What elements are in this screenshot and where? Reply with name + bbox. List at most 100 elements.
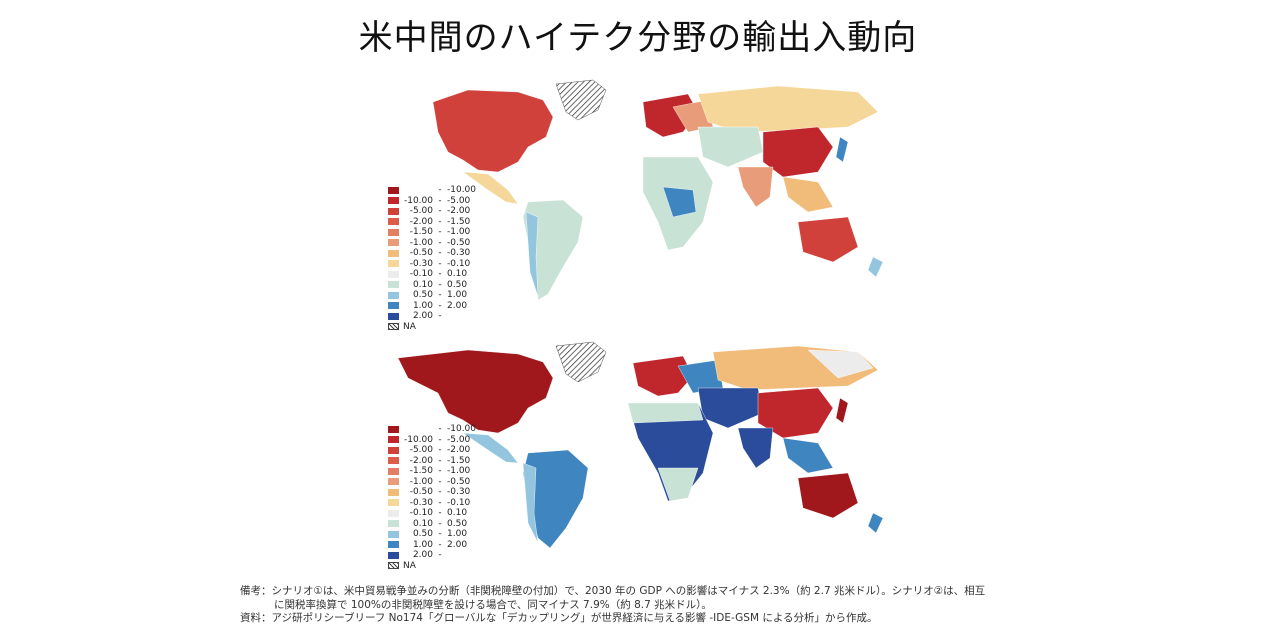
legend-swatch	[388, 520, 399, 528]
region-north-africa	[627, 402, 704, 424]
legend-dash: -	[438, 445, 442, 455]
legend-low: 0.50	[412, 290, 433, 300]
legend-row: -0.50- -0.30	[388, 248, 481, 259]
legend-dash: -	[438, 487, 442, 497]
legend-swatch	[388, 186, 399, 194]
legend-high: 0.50	[447, 518, 468, 529]
legend-low: -10.00	[403, 195, 433, 206]
legend-dash: -	[438, 508, 442, 518]
legend-low: 1.00	[412, 300, 433, 311]
region-japan	[835, 136, 849, 163]
legend-row: 0.50-1.00	[388, 290, 481, 301]
legend-row: -5.00- -2.00	[388, 206, 481, 217]
legend-dash: -	[438, 290, 442, 300]
legend-high: -0.10	[447, 497, 471, 508]
legend-dash: -	[438, 195, 442, 206]
legend-high: -5.00	[447, 195, 471, 206]
region-central-asia	[697, 126, 764, 168]
page-title: 米中間のハイテク分野の輸出入動向	[358, 18, 918, 58]
legend-low: -0.10	[409, 269, 433, 279]
legend-high: -0.50	[447, 476, 471, 487]
legend-low: -0.30	[409, 258, 433, 269]
legend-high: 2.00	[447, 300, 468, 311]
legend-low: 2.00	[412, 550, 433, 560]
legend-high: -1.50	[447, 455, 471, 466]
legend-swatch	[388, 218, 399, 226]
legend-dash: -	[438, 185, 442, 195]
legend-dash: -	[438, 529, 442, 539]
region-russia-east	[807, 349, 874, 379]
legend-row: 0.10-0.50	[388, 280, 481, 291]
legend-low: 0.10	[412, 518, 433, 529]
legend-swatch	[388, 260, 399, 268]
legend-swatch	[388, 446, 399, 454]
legend-swatch	[388, 488, 399, 496]
legend-row: -1.50- -1.00	[388, 227, 481, 238]
legend-dash: -	[438, 258, 442, 269]
notes-block: 備考：シナリオ①は、米中貿易戦争並みの分断（非関税障壁の付加）で、2030 年の…	[240, 585, 1060, 626]
legend-row: -1.50- -1.00	[388, 466, 481, 477]
legend-dash: -	[438, 227, 442, 237]
region-australia	[797, 216, 859, 263]
legend-low: -2.00	[409, 455, 433, 466]
region-greenland	[555, 341, 607, 383]
region-south-america	[522, 199, 584, 301]
legend-swatch	[388, 228, 399, 236]
legend-low: -5.00	[409, 206, 433, 216]
legend-row: 0.10-0.50	[388, 519, 481, 530]
legend-swatch	[388, 436, 399, 444]
legend-dash: -	[438, 434, 442, 445]
legend-row: -1.00- -0.50	[388, 477, 481, 488]
note-source: 資料：アジ研ポリシーブリーフ No174「グローバルな「デカップリング」が世界経…	[240, 612, 878, 624]
legend-low: -1.00	[409, 476, 433, 487]
legend-low: NA	[403, 321, 416, 332]
legend-scenario-2: - -10.00 -10.00- -5.00 -5.00- -2.00 -2.00- -1.5…	[388, 424, 481, 571]
legend-swatch	[388, 562, 399, 570]
legend-low: -2.00	[409, 216, 433, 227]
region-china	[757, 387, 834, 439]
legend-low: -0.10	[409, 508, 433, 518]
region-southeast-asia	[782, 176, 834, 213]
legend-dash: -	[438, 206, 442, 216]
legend-row: NA	[388, 322, 481, 333]
region-new-zealand	[867, 256, 884, 278]
legend-dash: -	[438, 279, 442, 290]
legend-dash: -	[438, 476, 442, 487]
scenario-2-map: - -10.00 -10.00- -5.00 -5.00- -2.00 -2.00- -1.5…	[378, 338, 898, 588]
legend-scenario-1: - -10.00 -10.00- -5.00 -5.00- -2.00 -2.00- -1.5…	[388, 185, 481, 332]
note-remarks-line-1: 備考：シナリオ①は、米中貿易戦争並みの分断（非関税障壁の付加）で、2030 年の…	[240, 585, 986, 597]
region-southeast-asia	[782, 437, 834, 474]
legend-high: -1.00	[447, 227, 471, 237]
region-central-asia	[697, 387, 764, 429]
legend-dash: -	[438, 248, 442, 258]
legend-dash: -	[438, 424, 442, 434]
legend-row: - -10.00	[388, 424, 481, 435]
legend-swatch	[388, 249, 399, 257]
legend-dash: -	[438, 497, 442, 508]
legend-high: -2.00	[447, 445, 471, 455]
legend-low: -1.50	[409, 466, 433, 476]
legend-row: -0.10-0.10	[388, 508, 481, 519]
legend-row: NA	[388, 561, 481, 572]
legend-high: -10.00	[447, 424, 477, 434]
legend-high: 2.00	[447, 539, 468, 550]
region-south-asia	[737, 166, 774, 208]
region-central-america	[462, 432, 519, 464]
legend-swatch	[388, 312, 399, 320]
legend-low: -10.00	[403, 434, 433, 445]
legend-low: -0.50	[409, 487, 433, 497]
legend-swatch	[388, 323, 399, 331]
legend-dash: -	[438, 455, 442, 466]
legend-row: -1.00- -0.50	[388, 238, 481, 249]
legend-row: - -10.00	[388, 185, 481, 196]
legend-swatch	[388, 207, 399, 215]
legend-low: NA	[403, 560, 416, 571]
legend-row: -10.00- -5.00	[388, 196, 481, 207]
world-map-scenario-2	[397, 341, 884, 549]
legend-swatch	[388, 530, 399, 538]
legend-row: -0.10-0.10	[388, 269, 481, 280]
legend-row: -10.00- -5.00	[388, 435, 481, 446]
legend-swatch	[388, 302, 399, 310]
legend-low: -5.00	[409, 445, 433, 455]
legend-swatch	[388, 499, 399, 507]
